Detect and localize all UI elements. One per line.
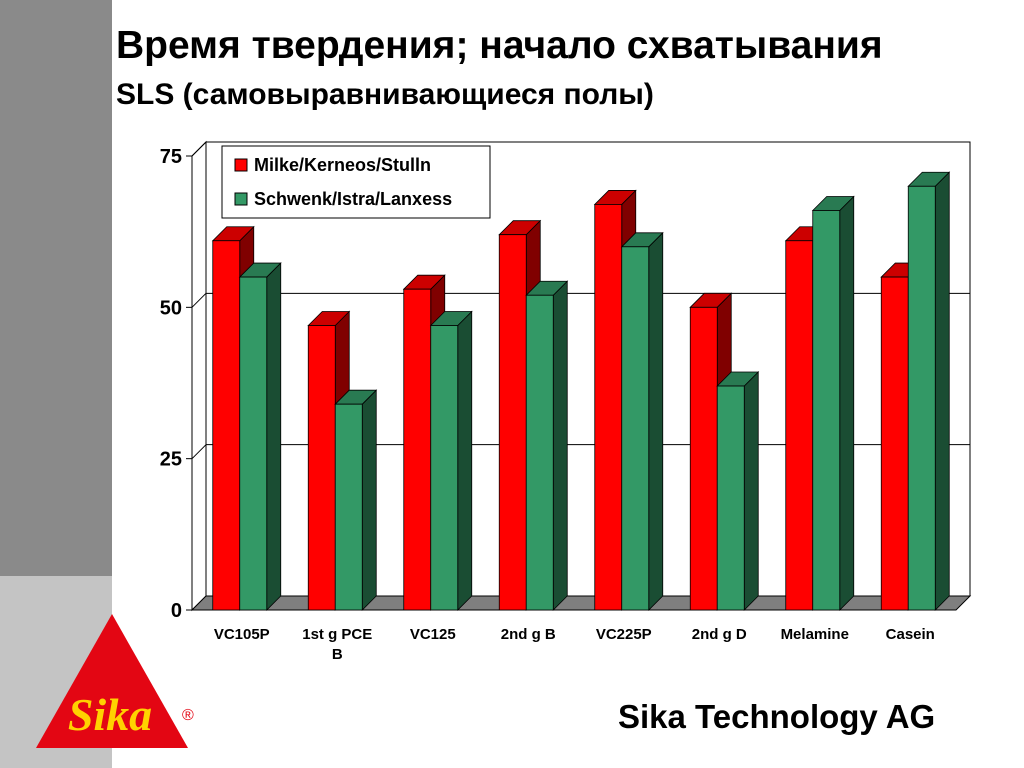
bar-side: [552, 280, 568, 611]
bar-side: [648, 231, 664, 611]
x-tick-label: 2nd g D: [692, 626, 747, 643]
x-tick-label: Casein: [886, 626, 935, 643]
x-tick-label: Melamine: [781, 626, 849, 643]
legend-swatch: [234, 158, 248, 172]
slide-title: Время твердения; начало схватывания: [116, 24, 883, 67]
bar: [430, 325, 459, 611]
x-tick-label: VC225P: [596, 626, 652, 643]
plot-side-wall: [191, 140, 207, 612]
bar: [403, 288, 432, 611]
bar: [880, 276, 909, 611]
gridline-side: [191, 141, 207, 157]
x-tick-label: VC105P: [214, 626, 270, 643]
gridline-side: [191, 292, 207, 308]
y-tick-label: 0: [171, 600, 182, 622]
logo-triangle: [36, 614, 188, 748]
bar: [239, 276, 268, 611]
bar: [307, 325, 336, 611]
bar: [594, 204, 623, 611]
bar-side: [934, 171, 950, 611]
x-tick-label: 2nd g B: [501, 626, 556, 643]
bar: [689, 306, 718, 611]
bar-side: [839, 195, 855, 611]
gridline-side: [191, 444, 207, 460]
sidebar-dark-band: [0, 0, 112, 576]
bar: [498, 234, 527, 611]
x-tick-label: VC125: [410, 626, 456, 643]
legend-box: [221, 145, 491, 219]
bar: [334, 403, 363, 611]
slide-subtitle: SLS (самовыравнивающиеся полы): [116, 78, 654, 111]
x-tick-label: B: [332, 646, 343, 663]
bar-side: [266, 262, 282, 611]
bar: [621, 246, 650, 611]
y-tick-label: 75: [160, 146, 182, 168]
bar: [716, 385, 745, 611]
bar-side: [743, 371, 759, 611]
bar: [785, 240, 814, 611]
x-tick-label: 1st g PCE: [302, 626, 372, 643]
sika-logo: Sika ®: [36, 614, 194, 748]
logo-registered-mark: ®: [182, 707, 194, 724]
logo-text: Sika: [68, 689, 152, 740]
y-tick-label: 50: [160, 297, 182, 319]
bar-side: [457, 310, 473, 611]
bar: [525, 294, 554, 611]
y-tick-label: 25: [160, 449, 182, 471]
bar: [907, 185, 936, 611]
legend-label: Schwenk/Istra/Lanxess: [254, 189, 452, 209]
bar: [812, 210, 841, 611]
legend-label: Milke/Kerneos/Stulln: [254, 155, 431, 175]
legend-swatch: [234, 192, 248, 206]
bar-side: [361, 389, 377, 611]
company-name: Sika Technology AG: [618, 698, 936, 735]
bar: [212, 240, 241, 611]
